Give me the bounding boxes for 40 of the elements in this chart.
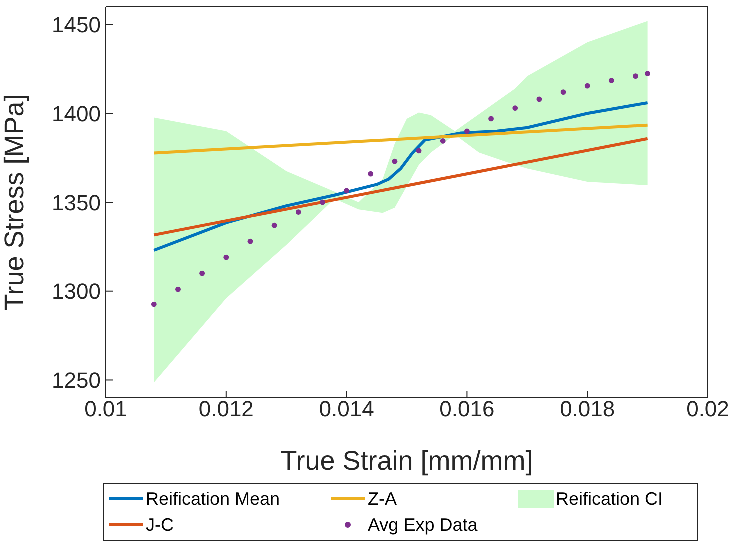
point (464, 128, 470, 134)
y-tick-label: 1400 (52, 101, 101, 126)
legend-label: J-C (146, 514, 174, 536)
point (584, 83, 590, 89)
point (608, 78, 614, 84)
point (416, 148, 422, 154)
x-tick-label: 0.01 (84, 396, 128, 422)
x-tick-label: 0.018 (560, 396, 616, 422)
point (151, 302, 157, 308)
x-tick-label: 0.016 (440, 396, 495, 422)
point (392, 158, 398, 164)
point (512, 106, 518, 112)
legend-label: Z-A (368, 488, 397, 510)
point (344, 188, 350, 194)
point (296, 210, 302, 215)
x-tick-label: 0.02 (686, 396, 730, 422)
y-tick-label: 1450 (52, 12, 101, 38)
y-tick-label: 1350 (52, 190, 101, 216)
point (633, 74, 638, 80)
point (200, 270, 206, 276)
point (440, 138, 446, 144)
legend-label: Reification Mean (146, 488, 280, 510)
point (368, 171, 374, 177)
x-tick-label: 0.012 (198, 396, 254, 422)
point (488, 116, 494, 122)
point (320, 200, 326, 206)
y-tick-label: 1250 (52, 368, 101, 394)
point (536, 96, 542, 102)
point (248, 238, 254, 244)
point (176, 286, 181, 292)
x-axis-title: True Strain [mm/mm] (280, 446, 534, 476)
legend-label: Reification CI (556, 488, 664, 510)
point (224, 254, 230, 260)
point (645, 71, 650, 77)
y-tick-label: 1300 (52, 279, 101, 304)
x-tick-label: 0.014 (319, 396, 374, 422)
y-axis-title: True Stress [MPa] (0, 94, 30, 311)
legend-label: Avg Exp Data (368, 514, 478, 536)
point (272, 222, 278, 228)
point (560, 90, 566, 96)
